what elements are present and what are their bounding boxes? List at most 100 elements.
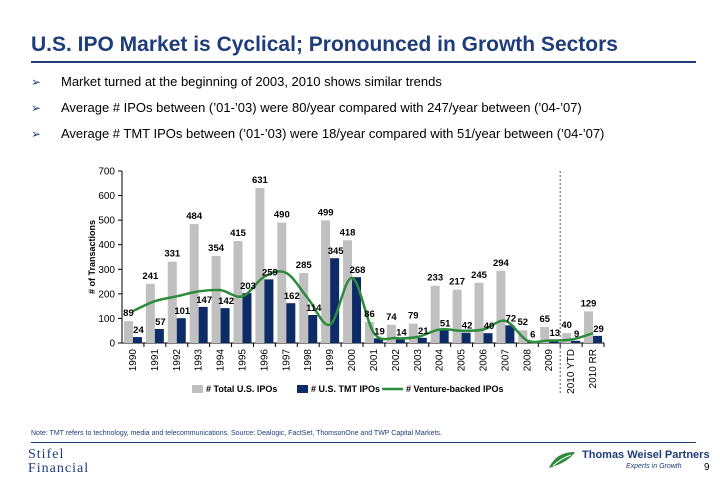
- stifel-logo: Stifel Financial: [28, 448, 89, 476]
- data-label-total: 499: [318, 207, 334, 218]
- bar-total-ipos: [211, 256, 221, 343]
- bar-tmt-ipos: [308, 314, 318, 343]
- bar-total-ipos: [474, 282, 484, 343]
- data-label-total: 484: [186, 211, 203, 222]
- x-tick-label: 1996: [259, 349, 270, 372]
- bar-total-ipos: [496, 270, 506, 343]
- y-tick-label: 500: [98, 216, 115, 227]
- data-label-total: 331: [164, 249, 181, 260]
- x-tick-label: 1997: [281, 349, 292, 372]
- legend-label: # U.S. TMT IPOs: [311, 384, 380, 394]
- data-label-total: 52: [518, 317, 529, 328]
- venture-backed-line: [132, 270, 594, 344]
- bullet-list: ➢ Market turned at the beginning of 2003,…: [31, 74, 604, 152]
- data-label-tmt: 21: [418, 326, 429, 337]
- bar-tmt-ipos: [242, 293, 252, 343]
- bar-total-ipos: [562, 333, 572, 343]
- data-label-total: 86: [364, 309, 375, 320]
- bar-total-ipos: [167, 261, 177, 343]
- arrow-bullet-icon: ➢: [31, 127, 42, 141]
- bullet-text: Market turned at the beginning of 2003, …: [61, 74, 442, 89]
- x-tick-label: 1994: [216, 349, 227, 372]
- twp-name: Thomas Weisel Partners: [582, 449, 710, 461]
- bar-tmt-ipos: [373, 338, 383, 343]
- bar-tmt-ipos: [395, 339, 405, 343]
- x-tick-label: 1991: [150, 349, 161, 372]
- bar-tmt-ipos: [461, 332, 471, 343]
- data-label-total: 241: [142, 271, 159, 282]
- x-tick-label: 2008: [522, 349, 533, 372]
- footer-divider: [31, 442, 696, 443]
- stifel-logo-line2: Financial: [28, 461, 90, 476]
- bar-tmt-ipos: [286, 303, 296, 343]
- data-label-tmt: 259: [262, 267, 278, 278]
- y-tick-label: 300: [98, 265, 115, 276]
- x-tick-label: 2002: [391, 349, 402, 372]
- bar-tmt-ipos: [264, 279, 274, 343]
- y-tick-label: 0: [109, 339, 115, 350]
- page-title: U.S. IPO Market is Cyclical; Pronounced …: [31, 33, 618, 56]
- data-label-total: 89: [123, 308, 134, 319]
- arrow-bullet-icon: ➢: [31, 101, 42, 115]
- bar-total-ipos: [343, 240, 353, 343]
- data-label-total: 65: [539, 314, 550, 325]
- legend-label: # Total U.S. IPOs: [206, 384, 277, 394]
- data-label-total: 294: [493, 258, 510, 269]
- y-tick-label: 100: [98, 314, 115, 325]
- bar-tmt-ipos: [220, 308, 230, 343]
- x-tick-label: 2010 YTD: [566, 349, 577, 394]
- data-label-tmt: 14: [396, 328, 407, 339]
- data-label-total: 415: [230, 228, 247, 239]
- bar-tmt-ipos: [439, 330, 449, 343]
- bar-tmt-ipos: [505, 325, 515, 343]
- legend-swatch: [192, 385, 203, 393]
- data-label-total: 129: [581, 298, 597, 309]
- data-label-total: 418: [340, 227, 356, 238]
- x-tick-label: 1998: [303, 349, 314, 372]
- bullet-item: ➢ Average # TMT IPOs between (’01-’03) we…: [31, 126, 604, 152]
- twp-tagline: Experts in Growth: [626, 463, 682, 470]
- data-label-total: 245: [471, 270, 488, 281]
- data-label-total: 285: [296, 260, 313, 271]
- data-label-tmt: 13: [549, 328, 560, 339]
- data-label-total: 217: [449, 277, 465, 288]
- bar-total-ipos: [123, 321, 133, 343]
- bar-total-ipos: [255, 187, 265, 343]
- data-label-tmt: 51: [440, 318, 451, 329]
- bar-total-ipos: [364, 321, 374, 343]
- bar-tmt-ipos: [483, 333, 493, 343]
- bullet-text: Average # TMT IPOs between (’01-’03) wer…: [61, 126, 605, 141]
- title-divider: [31, 61, 696, 63]
- x-tick-label: 2005: [457, 349, 468, 372]
- arrow-bullet-icon: ➢: [31, 75, 42, 89]
- bullet-item: ➢ Average # IPOs between (’01-’03) were 8…: [31, 100, 604, 126]
- bar-tmt-ipos: [198, 306, 208, 343]
- data-label-tmt: 57: [155, 317, 166, 328]
- bar-tmt-ipos: [176, 318, 186, 343]
- bar-tmt-ipos: [571, 340, 581, 343]
- data-label-total: 79: [408, 311, 419, 322]
- y-tick-label: 200: [98, 289, 115, 300]
- data-label-tmt: 19: [374, 326, 385, 337]
- y-tick-label: 700: [98, 167, 115, 178]
- data-label-tmt: 203: [240, 281, 256, 292]
- bar-tmt-ipos: [417, 337, 427, 343]
- source-note: Note: TMT refers to technology, media an…: [31, 430, 442, 437]
- bar-total-ipos: [321, 220, 331, 343]
- data-label-total: 40: [561, 320, 572, 331]
- bar-tmt-ipos: [154, 328, 164, 343]
- bar-total-ipos: [386, 324, 396, 343]
- x-tick-label: 2007: [500, 349, 511, 372]
- data-label-tmt: 24: [133, 325, 144, 336]
- x-tick-label: 2004: [435, 349, 446, 372]
- data-label-tmt: 162: [284, 291, 300, 302]
- data-label-tmt: 345: [328, 246, 345, 257]
- bar-tmt-ipos: [330, 258, 340, 343]
- data-label-tmt: 268: [350, 265, 366, 276]
- data-label-tmt: 40: [484, 321, 495, 332]
- x-tick-label: 1995: [238, 349, 249, 372]
- data-label-total: 354: [208, 243, 225, 254]
- twp-leaf-icon: [549, 452, 575, 468]
- x-tick-label: 1993: [194, 349, 205, 372]
- bar-tmt-ipos: [352, 277, 362, 343]
